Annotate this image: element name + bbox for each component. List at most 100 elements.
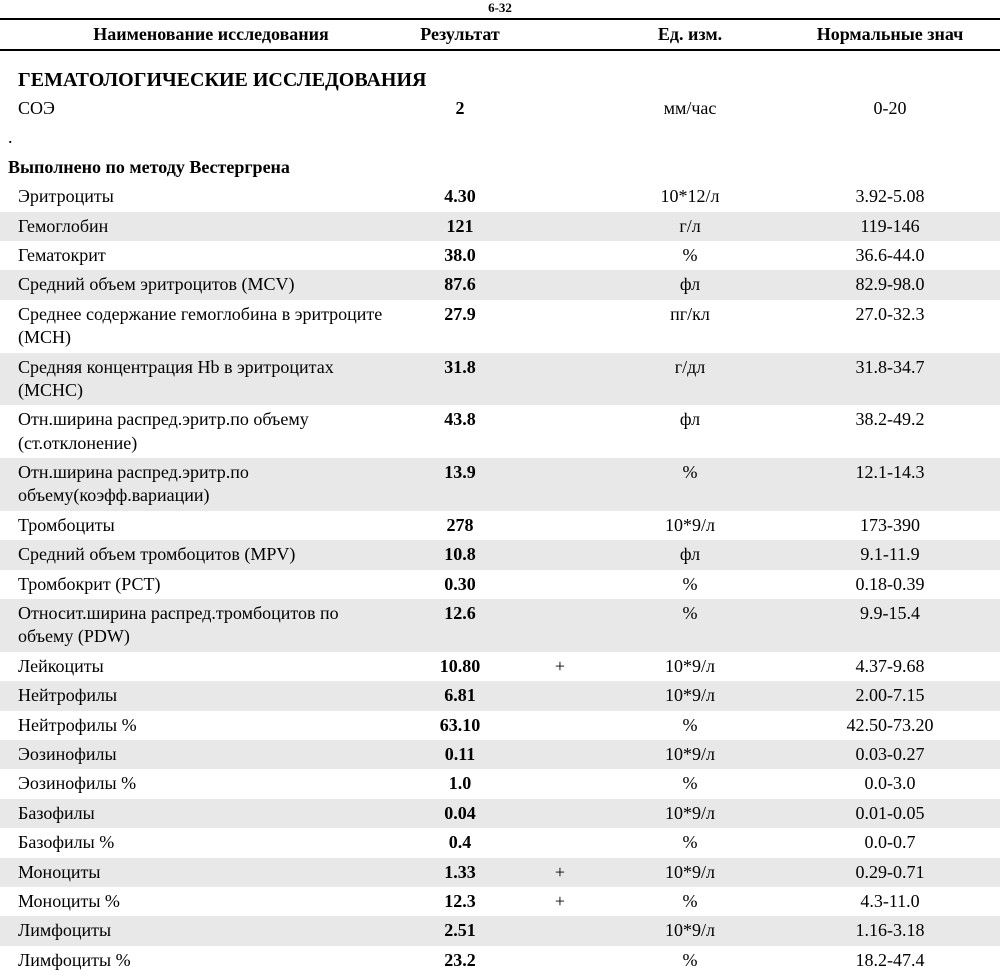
cell-unit: 10*9/л [600, 681, 780, 710]
cell-range: 0.29-0.71 [780, 858, 1000, 887]
cell-result: 4.30 [400, 182, 520, 211]
cell-flag [520, 458, 600, 511]
cell-name: Гемоглобин [0, 212, 400, 241]
cell-unit: г/дл [600, 353, 780, 406]
cell-flag [520, 799, 600, 828]
cell-range: 173-390 [780, 511, 1000, 540]
table-row: Гематокрит38.0%36.6-44.0 [0, 241, 1000, 270]
cell-unit: % [600, 887, 780, 916]
cell-range: 18.2-47.4 [780, 946, 1000, 975]
cell-result: 10.80 [400, 652, 520, 681]
cell-range: 0-20 [780, 94, 1000, 123]
table-row: Отн.ширина распред.эритр.по объему (ст.о… [0, 405, 1000, 458]
cell-range: 0.03-0.27 [780, 740, 1000, 769]
cell-unit: % [600, 769, 780, 798]
cell-unit: % [600, 599, 780, 652]
cell-name: Лейкоциты [0, 652, 400, 681]
cell-range: 119-146 [780, 212, 1000, 241]
cell-name: Эозинофилы [0, 740, 400, 769]
table-row: Среднее содержание гемоглобина в эритроц… [0, 300, 1000, 353]
cell-unit: 10*9/л [600, 916, 780, 945]
table-row: Средний объем эритроцитов (MCV)87.6фл82.… [0, 270, 1000, 299]
cell-result: 1.0 [400, 769, 520, 798]
cell-name: Тромбокрит (РСТ) [0, 570, 400, 599]
cell-result: 10.8 [400, 540, 520, 569]
table-row: СОЭ2мм/час0-20 [0, 94, 1000, 123]
cell-flag [520, 916, 600, 945]
cell-flag [520, 300, 600, 353]
cell-name: Отн.ширина распред.эритр.по объему(коэфф… [0, 458, 400, 511]
table-row: Тромбокрит (РСТ)0.30%0.18-0.39 [0, 570, 1000, 599]
cell-name: Среднее содержание гемоглобина в эритроц… [0, 300, 400, 353]
cell-flag [520, 94, 600, 123]
col-header-result: Результат [400, 19, 520, 50]
table-row: Моноциты1.33+10*9/л0.29-0.71 [0, 858, 1000, 887]
method-note-row: Выполнено по методу Вестергрена [0, 153, 1000, 182]
cell-unit: 10*12/л [600, 182, 780, 211]
cell-flag [520, 353, 600, 406]
col-header-name: Наименование исследования [0, 19, 400, 50]
cell-name: СОЭ [0, 94, 400, 123]
cell-unit: % [600, 946, 780, 975]
cell-flag [520, 241, 600, 270]
cell-result: 0.04 [400, 799, 520, 828]
cell-range: 9.1-11.9 [780, 540, 1000, 569]
cell-flag [520, 740, 600, 769]
cell-unit: фл [600, 405, 780, 458]
cell-range: 2.00-7.15 [780, 681, 1000, 710]
table-row: Базофилы0.0410*9/л0.01-0.05 [0, 799, 1000, 828]
cell-name: Базофилы % [0, 828, 400, 857]
cell-unit: % [600, 711, 780, 740]
table-row: Относит.ширина распред.тромбоцитов по об… [0, 599, 1000, 652]
cell-range: 42.50-73.20 [780, 711, 1000, 740]
cell-range: 31.8-34.7 [780, 353, 1000, 406]
col-header-range: Нормальные знач [780, 19, 1000, 50]
cell-unit: г/л [600, 212, 780, 241]
cell-result: 1.33 [400, 858, 520, 887]
cell-name: Лимфоциты [0, 916, 400, 945]
cell-range: 27.0-32.3 [780, 300, 1000, 353]
table-row: Лейкоциты10.80+10*9/л4.37-9.68 [0, 652, 1000, 681]
cell-name: Моноциты [0, 858, 400, 887]
table-row: Нейтрофилы6.8110*9/л2.00-7.15 [0, 681, 1000, 710]
cell-flag [520, 681, 600, 710]
table-row: Эозинофилы %1.0%0.0-3.0 [0, 769, 1000, 798]
cell-name: Гематокрит [0, 241, 400, 270]
cell-flag [520, 711, 600, 740]
cell-range: 82.9-98.0 [780, 270, 1000, 299]
cell-name: Моноциты % [0, 887, 400, 916]
cell-range: 12.1-14.3 [780, 458, 1000, 511]
section-title: ГЕМАТОЛОГИЧЕСКИЕ ИССЛЕДОВАНИЯ [0, 51, 1000, 94]
table-row: Тромбоциты27810*9/л173-390 [0, 511, 1000, 540]
cell-range: 38.2-49.2 [780, 405, 1000, 458]
col-header-unit: Ед. изм. [600, 19, 780, 50]
cell-result: 23.2 [400, 946, 520, 975]
cell-result: 0.11 [400, 740, 520, 769]
cell-name: Нейтрофилы [0, 681, 400, 710]
col-header-flag [520, 19, 600, 50]
table-row: Лимфоциты2.5110*9/л1.16-3.18 [0, 916, 1000, 945]
cell-result: 63.10 [400, 711, 520, 740]
results-table: СОЭ2мм/час0-20.Выполнено по методу Весте… [0, 94, 1000, 975]
cell-flag [520, 769, 600, 798]
cell-unit: % [600, 570, 780, 599]
cell-range: 1.16-3.18 [780, 916, 1000, 945]
header-table: Наименование исследования Результат Ед. … [0, 18, 1000, 51]
table-row: Гемоглобин121г/л119-146 [0, 212, 1000, 241]
cell-flag: + [520, 887, 600, 916]
cell-result: 43.8 [400, 405, 520, 458]
cell-name: Эритроциты [0, 182, 400, 211]
cell-flag [520, 599, 600, 652]
cell-range: 9.9-15.4 [780, 599, 1000, 652]
cell-unit: фл [600, 540, 780, 569]
cell-unit: фл [600, 270, 780, 299]
cell-unit: 10*9/л [600, 858, 780, 887]
cell-flag [520, 270, 600, 299]
cell-flag [520, 540, 600, 569]
cell-flag [520, 946, 600, 975]
cell-unit: 10*9/л [600, 511, 780, 540]
cell-flag [520, 511, 600, 540]
cell-name: Лимфоциты % [0, 946, 400, 975]
cell-unit: % [600, 241, 780, 270]
table-row: Эритроциты4.3010*12/л3.92-5.08 [0, 182, 1000, 211]
